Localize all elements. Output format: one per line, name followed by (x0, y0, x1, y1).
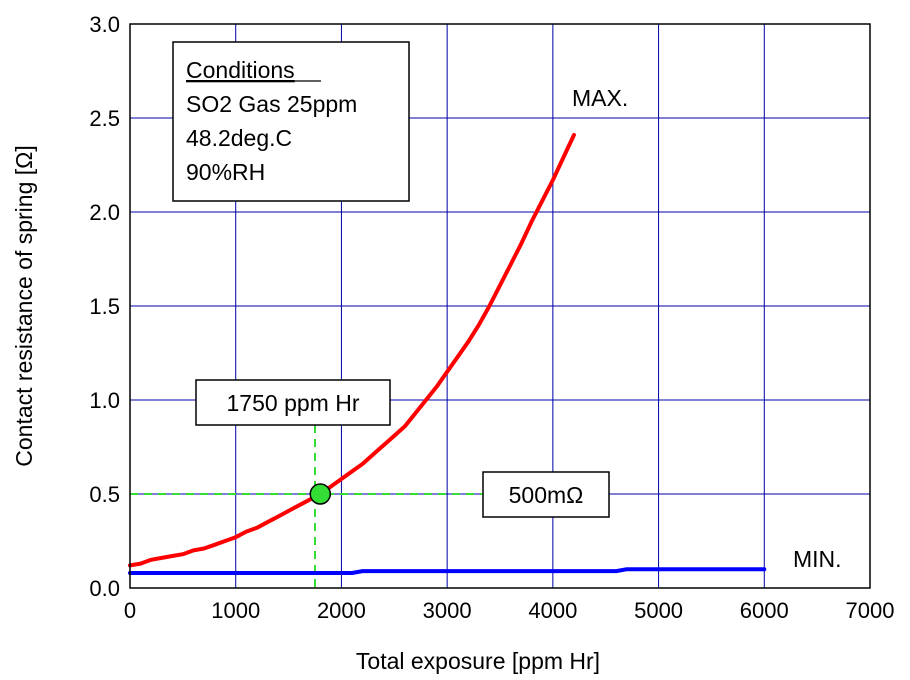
y-tick-label-3: 1.5 (89, 294, 120, 319)
x-tick-label-1: 1000 (211, 598, 260, 623)
y-tick-label-5: 2.5 (89, 106, 120, 131)
y-axis-title: Contact resistance of spring [Ω] (11, 145, 37, 466)
y-tick-label-0: 0.0 (89, 576, 120, 601)
x-tick-label-2: 2000 (317, 598, 366, 623)
x-tick-label-7: 7000 (846, 598, 895, 623)
x-tick-label-0: 0 (124, 598, 136, 623)
exposure-annotation: 1750 ppm Hr (195, 379, 391, 426)
max-series-label: MAX. (572, 85, 628, 111)
resistance-annotation: 500mΩ (482, 471, 610, 518)
exposure-annotation-frame (195, 379, 391, 426)
y-tick-label-2: 1.0 (89, 388, 120, 413)
conditions-line-1: SO2 Gas 25ppm (186, 91, 357, 117)
crossover-marker (309, 483, 332, 505)
threshold-lines (130, 425, 483, 588)
conditions-line-2: 48.2deg.C (186, 125, 292, 151)
y-tick-label-1: 0.5 (89, 482, 120, 507)
conditions-title: Conditions (186, 57, 295, 83)
conditions-box: Conditions SO2 Gas 25ppm 48.2deg.C 90%RH (172, 41, 410, 202)
plot-frame (129, 23, 871, 589)
resistance-annotation-frame (482, 471, 610, 518)
exposure-annotation-label: 1750 ppm Hr (227, 390, 360, 416)
tick-labels: 0 1000 2000 3000 4000 5000 6000 7000 0.0 0.5 1.0 1.… (89, 12, 894, 623)
series-line-1 (128, 567, 767, 575)
series-layer (128, 132, 767, 575)
series-line-0 (128, 132, 576, 568)
conditions-line-3: 90%RH (186, 159, 265, 185)
x-axis-title: Total exposure [ppm Hr] (356, 648, 600, 674)
x-tick-label-4: 4000 (528, 598, 577, 623)
marker-layer (309, 483, 332, 505)
x-tick-label-3: 3000 (423, 598, 472, 623)
y-tick-label-4: 2.0 (89, 200, 120, 225)
resistance-annotation-label: 500mΩ (509, 482, 584, 508)
y-tick-label-6: 3.0 (89, 12, 120, 37)
x-tick-label-6: 6000 (740, 598, 789, 623)
conditions-box-frame (172, 41, 410, 202)
x-tick-label-5: 5000 (634, 598, 683, 623)
min-series-label: MIN. (793, 546, 842, 572)
